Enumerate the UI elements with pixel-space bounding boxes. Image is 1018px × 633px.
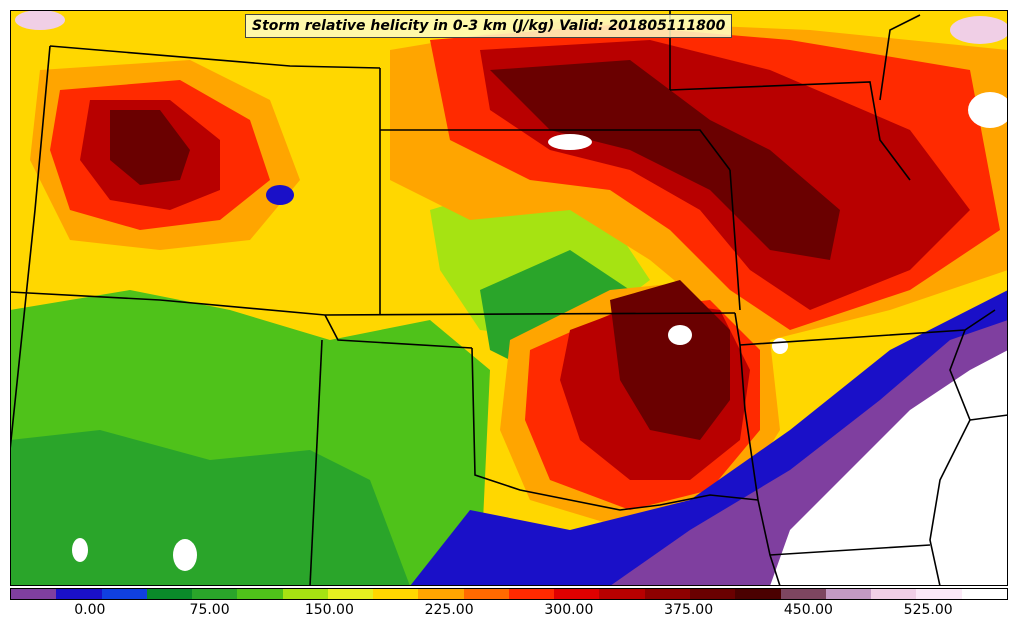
colorbar-segment [599,589,645,599]
border-ks-north [380,129,731,171]
colorbar-segment [825,589,872,599]
field-white-speck-6 [772,338,788,354]
map-title: Storm relative helicity in 0-3 km (J/kg)… [245,14,733,38]
colorbar-segment [871,589,917,599]
helicity-map [10,10,1008,586]
border-red-river [471,347,759,511]
border-ks-ok [324,312,736,316]
field-white-speck-4 [15,10,65,30]
colorbar-segment [689,589,736,599]
colorbar-tick-label: 225.00 [424,602,474,618]
colorbar-tick-label: 375.00 [664,602,714,618]
colorbar-tick-label: 300.00 [544,602,594,618]
colorbar-segment [192,589,238,599]
map-canvas [10,10,1008,586]
border-ok-tx-panhandle [309,339,323,586]
colorbar-segment [780,589,826,599]
border-mississippi [929,329,971,586]
border-il-east [879,14,921,101]
colorbar-segment [237,589,283,599]
colorbar-tick-label: 0.00 [74,602,106,618]
colorbar-tick-label: 450.00 [783,602,833,618]
colorbar-tick-label: 150.00 [304,602,354,618]
border-ms-east [969,414,1008,421]
map-frame [10,10,1008,586]
border-ok-east [734,312,759,501]
state-borders [10,10,1008,586]
field-maroon-central [610,280,730,440]
border-mo-east [729,169,741,311]
colorbar-segment [11,589,57,599]
field-blue-speck [266,185,294,205]
border-tx-east [757,499,781,586]
colorbar-segment [463,589,509,599]
colorbar-segment [644,589,690,599]
colorbar-segment [916,589,962,599]
field-white-speck-2 [968,92,1008,128]
field-darkgreen-southwest [10,430,410,586]
border-co-nm [324,314,473,349]
border-ia-mo [669,81,911,181]
colorbar [10,588,1008,600]
colorbar-segment [554,589,600,599]
field-white-speck-8 [72,538,88,562]
colorbar-segment [418,589,464,599]
colorbar-segment [373,589,419,599]
field-maroon-nw [110,110,190,185]
border-wy-west [10,45,51,451]
colorbar-ticks: 0.00 75.00 150.00 225.00 300.00 375.00 450.00 5… [10,602,1008,624]
border-wy-co-north [10,291,326,316]
field-white-speck-7 [173,539,197,571]
field-white-speck-5 [668,325,692,345]
field-white-speck-3 [950,16,1008,44]
colorbar-segment [961,589,1007,599]
colorbar-segment [282,589,328,599]
border-nd-sd [49,45,381,69]
colorbar-segment [327,589,374,599]
colorbar-tick-label: 75.00 [189,602,230,618]
colorbar-segment [735,589,781,599]
field-maroon-north [490,60,840,260]
colorbar-segment [101,589,147,599]
colorbar-segment [508,589,555,599]
colorbar-segment [56,589,102,599]
colorbar-segment [146,589,193,599]
field-white-se [770,350,1008,586]
colorbar-tick-label: 525.00 [903,602,953,618]
border-ar-south [769,544,931,556]
field-white-speck-1 [548,134,592,150]
